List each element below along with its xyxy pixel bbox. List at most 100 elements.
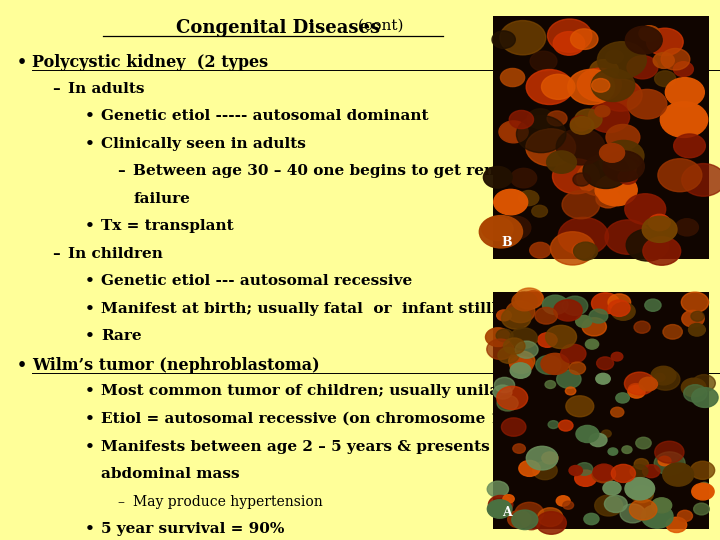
Circle shape	[600, 144, 624, 162]
Circle shape	[608, 300, 630, 316]
Text: Manifest at birth; usually fatal  or  infant stillborn: Manifest at birth; usually fatal or infa…	[101, 302, 531, 316]
Circle shape	[647, 28, 683, 56]
Text: Manifests between age 2 – 5 years & presents as: Manifests between age 2 – 5 years & pres…	[101, 440, 513, 454]
Circle shape	[639, 26, 660, 42]
Circle shape	[582, 318, 606, 336]
Circle shape	[653, 52, 675, 69]
Circle shape	[660, 102, 708, 137]
Circle shape	[682, 310, 704, 327]
Circle shape	[651, 366, 676, 385]
Circle shape	[634, 321, 650, 333]
Circle shape	[501, 418, 526, 436]
Circle shape	[630, 464, 648, 478]
Circle shape	[584, 514, 599, 525]
Circle shape	[574, 242, 598, 260]
Circle shape	[575, 109, 602, 130]
Circle shape	[483, 166, 512, 188]
Circle shape	[603, 140, 644, 171]
Circle shape	[658, 456, 671, 466]
Circle shape	[583, 154, 629, 188]
Circle shape	[675, 219, 698, 236]
Circle shape	[512, 292, 537, 311]
Circle shape	[557, 370, 581, 388]
Circle shape	[599, 79, 642, 111]
Text: Congenital Diseases: Congenital Diseases	[176, 19, 381, 37]
Circle shape	[493, 385, 512, 399]
Circle shape	[681, 378, 706, 397]
Circle shape	[596, 373, 611, 384]
Circle shape	[608, 294, 631, 311]
Circle shape	[645, 299, 661, 311]
Circle shape	[498, 347, 519, 363]
Text: In children: In children	[68, 247, 163, 261]
Circle shape	[562, 296, 588, 315]
Circle shape	[592, 78, 610, 92]
Text: May produce hypertension: May produce hypertension	[133, 495, 323, 509]
Circle shape	[606, 157, 636, 180]
Circle shape	[700, 482, 709, 489]
Circle shape	[487, 481, 508, 497]
Circle shape	[666, 517, 687, 532]
Circle shape	[547, 111, 567, 126]
Circle shape	[500, 21, 546, 55]
Circle shape	[684, 384, 707, 402]
Circle shape	[651, 369, 680, 390]
Circle shape	[510, 328, 537, 348]
Circle shape	[691, 312, 704, 321]
Circle shape	[642, 504, 673, 528]
Circle shape	[487, 339, 514, 360]
Circle shape	[503, 338, 525, 354]
Circle shape	[506, 301, 535, 322]
Circle shape	[499, 121, 528, 143]
Text: (see picture): (see picture)	[510, 82, 631, 96]
Text: failure: failure	[133, 192, 190, 206]
Circle shape	[568, 69, 615, 104]
Circle shape	[513, 444, 526, 453]
Circle shape	[503, 495, 514, 503]
Circle shape	[596, 190, 620, 208]
Circle shape	[592, 465, 616, 483]
Circle shape	[497, 310, 511, 321]
Circle shape	[508, 510, 531, 528]
Circle shape	[643, 237, 680, 265]
Text: 5 year survival = 90%: 5 year survival = 90%	[101, 522, 284, 536]
Text: Genetic etiol --- autosomal recessive: Genetic etiol --- autosomal recessive	[101, 274, 412, 288]
Circle shape	[624, 372, 654, 395]
Circle shape	[538, 508, 563, 526]
Circle shape	[589, 433, 607, 447]
Circle shape	[682, 164, 720, 196]
Circle shape	[561, 344, 586, 363]
Circle shape	[590, 59, 618, 81]
Circle shape	[595, 495, 623, 516]
Circle shape	[661, 49, 690, 70]
Circle shape	[591, 69, 635, 102]
Circle shape	[497, 386, 528, 409]
Text: Tx = transplant: Tx = transplant	[101, 219, 233, 233]
Circle shape	[510, 168, 536, 188]
FancyBboxPatch shape	[493, 292, 709, 529]
Circle shape	[541, 353, 569, 374]
Circle shape	[546, 325, 577, 348]
Circle shape	[611, 302, 635, 320]
Circle shape	[512, 510, 538, 530]
Circle shape	[557, 496, 570, 506]
Circle shape	[692, 388, 718, 407]
Circle shape	[605, 152, 635, 174]
Circle shape	[500, 69, 525, 86]
Circle shape	[629, 383, 644, 395]
Circle shape	[627, 56, 658, 79]
Circle shape	[592, 293, 620, 314]
Circle shape	[654, 71, 675, 86]
Text: Etiol = autosomal recessive (on chromosome 11): Etiol = autosomal recessive (on chromoso…	[101, 412, 519, 426]
Text: •: •	[17, 357, 27, 374]
Circle shape	[518, 191, 539, 206]
Circle shape	[554, 300, 582, 321]
Circle shape	[553, 32, 585, 55]
Circle shape	[585, 339, 598, 349]
Circle shape	[535, 307, 557, 324]
Text: –: –	[117, 164, 125, 178]
Circle shape	[631, 485, 653, 503]
Circle shape	[492, 31, 516, 49]
Circle shape	[495, 377, 515, 393]
Circle shape	[565, 387, 576, 395]
